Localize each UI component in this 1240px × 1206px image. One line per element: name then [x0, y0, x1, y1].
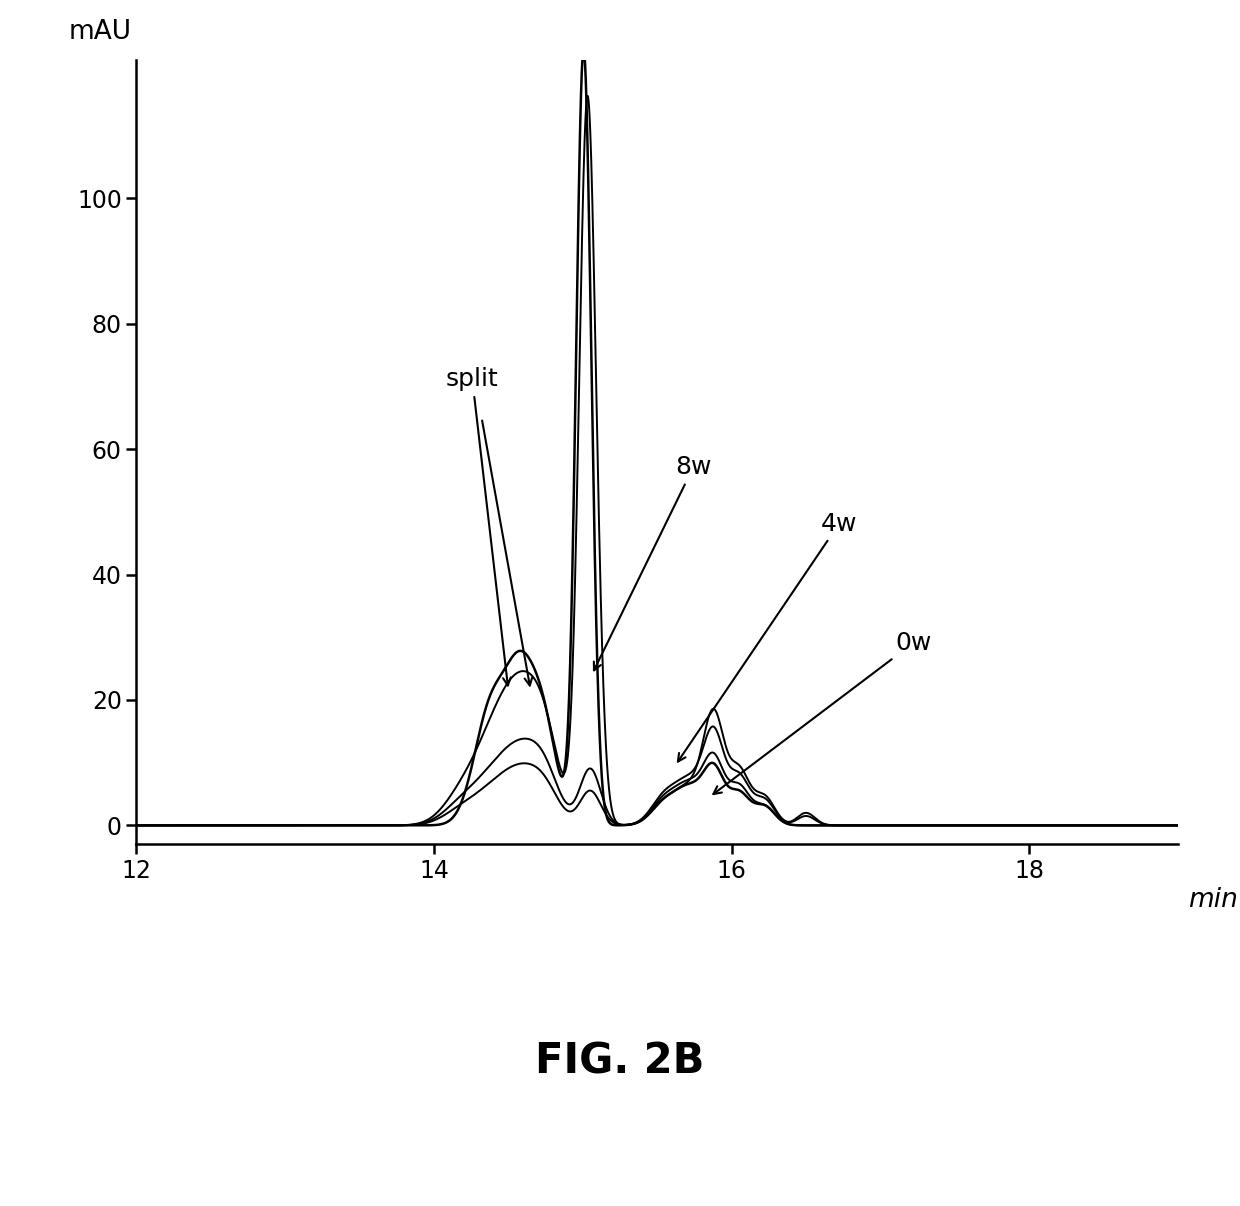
- Text: min: min: [1188, 888, 1239, 913]
- Text: mAU: mAU: [68, 18, 131, 45]
- Text: FIG. 2B: FIG. 2B: [536, 1041, 704, 1082]
- Text: split: split: [446, 368, 511, 685]
- Text: 0w: 0w: [713, 631, 931, 794]
- Text: 8w: 8w: [594, 455, 712, 671]
- Text: 4w: 4w: [678, 511, 857, 761]
